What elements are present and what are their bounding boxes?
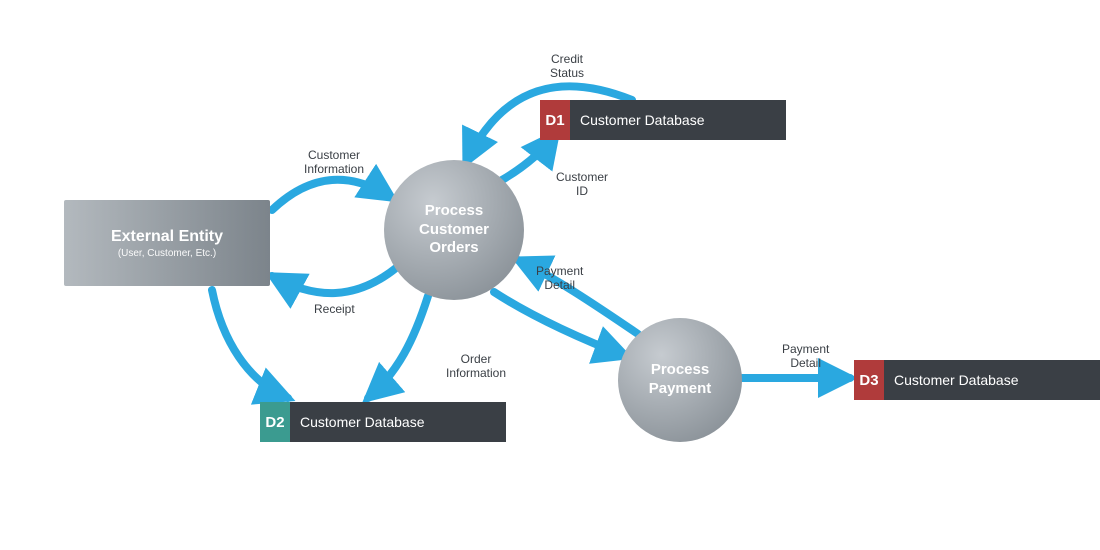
datastore-d2: D2 Customer Database bbox=[260, 402, 506, 442]
label-payment-detail-up-l2: Detail bbox=[544, 278, 575, 292]
label-customer-id-l1: Customer bbox=[556, 170, 608, 184]
flow-customer_id bbox=[502, 134, 556, 180]
flow-receipt bbox=[272, 268, 396, 293]
process-orders-line3: Orders bbox=[429, 239, 478, 256]
process-payment-line1: Process bbox=[651, 361, 709, 378]
label-customer-id-l2: ID bbox=[576, 184, 588, 198]
datastore-d2-num: D2 bbox=[260, 402, 290, 442]
external-entity: External Entity (User, Customer, Etc.) bbox=[64, 200, 270, 286]
flow-down_to_payment bbox=[494, 292, 626, 356]
process-payment: Process Payment bbox=[618, 318, 742, 442]
process-payment-line2: Payment bbox=[649, 380, 712, 397]
process-orders: Process Customer Orders bbox=[384, 160, 524, 300]
flow-order_info bbox=[368, 296, 428, 398]
process-payment-label: Process Payment bbox=[643, 361, 718, 399]
datastore-d3-num: D3 bbox=[854, 360, 884, 400]
process-orders-line1: Process bbox=[425, 202, 483, 219]
flow-to_d2_left bbox=[212, 290, 288, 398]
label-order-info-l2: Information bbox=[446, 366, 506, 380]
label-receipt: Receipt bbox=[314, 302, 355, 316]
datastore-d1-label: Customer Database bbox=[570, 100, 786, 140]
process-orders-label: Process Customer Orders bbox=[413, 202, 495, 258]
label-payment-detail-up: Payment Detail bbox=[536, 264, 583, 293]
label-payment-detail-right: Payment Detail bbox=[782, 342, 829, 371]
label-payment-detail-up-l1: Payment bbox=[536, 264, 583, 278]
external-entity-title: External Entity bbox=[111, 227, 223, 246]
external-entity-subtitle: (User, Customer, Etc.) bbox=[118, 248, 216, 259]
label-receipt-l1: Receipt bbox=[314, 302, 355, 316]
label-customer-info-l1: Customer bbox=[308, 148, 360, 162]
dfd-canvas: External Entity (User, Customer, Etc.) P… bbox=[0, 0, 1100, 550]
datastore-d1: D1 Customer Database bbox=[540, 100, 786, 140]
datastore-d3: D3 Customer Database bbox=[854, 360, 1100, 400]
flow-customer_info bbox=[272, 180, 392, 210]
label-payment-detail-right-l1: Payment bbox=[782, 342, 829, 356]
label-credit-status: Credit Status bbox=[550, 52, 584, 81]
label-credit-status-l1: Credit bbox=[551, 52, 583, 66]
label-customer-info-l2: Information bbox=[304, 162, 364, 176]
label-customer-info: Customer Information bbox=[304, 148, 364, 177]
label-credit-status-l2: Status bbox=[550, 66, 584, 80]
label-order-info: Order Information bbox=[446, 352, 506, 381]
label-payment-detail-right-l2: Detail bbox=[790, 356, 821, 370]
label-order-info-l1: Order bbox=[461, 352, 492, 366]
datastore-d3-label: Customer Database bbox=[884, 360, 1100, 400]
datastore-d1-num: D1 bbox=[540, 100, 570, 140]
label-customer-id: Customer ID bbox=[556, 170, 608, 199]
process-orders-line2: Customer bbox=[419, 221, 489, 238]
datastore-d2-label: Customer Database bbox=[290, 402, 506, 442]
